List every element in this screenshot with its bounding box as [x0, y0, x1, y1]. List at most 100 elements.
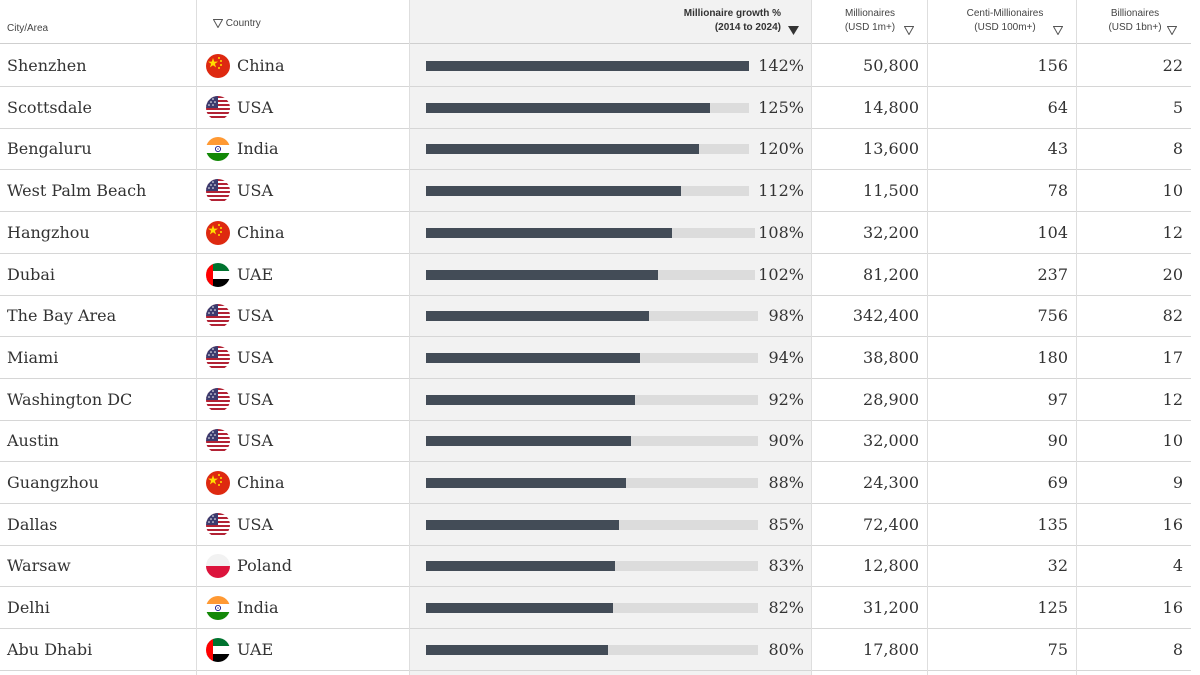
millionaires-value: 12,800	[863, 556, 919, 576]
growth-bar	[426, 394, 635, 405]
city-name: Shenzhen	[7, 56, 87, 75]
centi-millionaires-value: 32	[1047, 556, 1068, 576]
table-row[interactable]: Hangzhou China 108% 32,200 104 12	[0, 212, 1191, 254]
table-row[interactable]: Shenzhen China 142% 50,800 156 22	[0, 45, 1191, 87]
millionaires-value: 11,500	[863, 181, 919, 201]
header-growth[interactable]: Millionaire growth % (2014 to 2024)	[683, 8, 781, 33]
city-name: Dallas	[7, 514, 58, 534]
header-billionaires[interactable]: Billionaires (USD 1bn+)	[1108, 8, 1162, 33]
table-header: City/Area Country Millionaire growth % (…	[0, 0, 1191, 44]
growth-value: 88%	[768, 473, 804, 492]
growth-bar-track	[426, 603, 758, 614]
centi-millionaires-value: 69	[1047, 473, 1068, 492]
growth-bar-track	[426, 436, 758, 447]
centi-millionaires-value: 135	[1037, 514, 1068, 534]
billionaires-value: 8	[1172, 139, 1183, 159]
city-name: Dubai	[7, 264, 56, 284]
table-row[interactable]: Bengaluru India 120% 13,600 43 8	[0, 128, 1191, 171]
table-row[interactable]: Warsaw Poland 83% 12,800 32 4	[0, 545, 1191, 588]
filter-icon[interactable]	[213, 18, 223, 28]
growth-value: 102%	[758, 264, 804, 284]
filter-icon[interactable]	[1053, 26, 1063, 35]
table-row[interactable]: Austin USA 90% 32,000 90 10	[0, 420, 1191, 463]
country-name: China	[237, 473, 285, 492]
table-row[interactable]: Delhi India 82% 31,200 125 16	[0, 587, 1191, 630]
centi-millionaires-value: 97	[1047, 389, 1068, 409]
growth-bar-track	[426, 227, 755, 238]
sort-descending-icon[interactable]	[788, 26, 799, 35]
table-row[interactable]: Washington DC USA 92% 28,900 97 12	[0, 379, 1191, 421]
city-name: Washington DC	[7, 389, 133, 409]
table-row[interactable]: Abu Dhabi UAE 80% 17,800 75 8	[0, 629, 1191, 671]
centi-millionaires-value: 756	[1037, 306, 1068, 326]
growth-value: 108%	[758, 222, 804, 242]
city-name: Guangzhou	[7, 473, 99, 492]
filter-icon[interactable]	[1167, 26, 1177, 35]
millionaires-value: 38,800	[863, 347, 919, 367]
centi-millionaires-value: 125	[1037, 598, 1068, 618]
country-name: UAE	[237, 264, 274, 284]
billionaires-value: 9	[1172, 473, 1183, 492]
billionaires-value: 17	[1162, 347, 1183, 367]
millionaires-value: 28,900	[863, 389, 919, 409]
billionaires-value: 8	[1172, 639, 1183, 659]
usa-flag-icon	[206, 179, 230, 204]
growth-value: 125%	[758, 97, 804, 117]
growth-bar	[426, 61, 749, 71]
usa-flag-icon	[206, 95, 230, 120]
city-name: Scottsdale	[7, 97, 92, 117]
growth-bar	[426, 352, 640, 363]
billionaires-value: 10	[1162, 181, 1183, 201]
filter-icon[interactable]	[904, 26, 914, 35]
uae-flag-icon	[206, 262, 230, 287]
header-country[interactable]: Country	[213, 17, 261, 31]
growth-bar-track	[426, 186, 749, 197]
billionaires-value: 10	[1162, 431, 1183, 451]
city-name: Miami	[7, 347, 59, 367]
city-name: West Palm Beach	[7, 181, 147, 201]
growth-value: 120%	[758, 139, 804, 159]
growth-bar-track	[426, 394, 758, 405]
billionaires-value: 5	[1172, 97, 1183, 117]
india-flag-icon	[206, 137, 230, 162]
growth-bar-track	[426, 269, 755, 280]
billionaires-value: 82	[1162, 306, 1183, 326]
growth-bar	[426, 144, 699, 155]
billionaires-value: 12	[1162, 222, 1183, 242]
table-row[interactable]: Miami USA 94% 38,800 180 17	[0, 337, 1191, 379]
country-name: USA	[237, 97, 273, 117]
city-name: Austin	[7, 431, 59, 451]
centi-millionaires-value: 156	[1037, 56, 1068, 75]
billionaires-value: 4	[1172, 556, 1183, 576]
table-row[interactable]: Dubai UAE 102% 81,200 237 20	[0, 254, 1191, 296]
growth-bar-track	[426, 61, 749, 71]
country-name: China	[237, 56, 285, 75]
millionaires-value: 17,800	[863, 639, 919, 659]
growth-bar-track	[426, 352, 758, 363]
header-city[interactable]: City/Area	[7, 23, 49, 34]
growth-value: 94%	[768, 347, 804, 367]
table-row[interactable]: Dallas USA 85% 72,400 135 16	[0, 504, 1191, 546]
header-centi-millionaires[interactable]: Centi-Millionaires (USD 100m+)	[966, 8, 1044, 33]
uae-flag-icon	[206, 637, 230, 662]
growth-value: 112%	[758, 181, 804, 201]
growth-value: 92%	[768, 389, 804, 409]
table-row[interactable]: Scottsdale USA 125% 14,800 64 5	[0, 87, 1191, 129]
millionaires-value: 342,400	[852, 306, 919, 326]
header-millionaires[interactable]: Millionaires (USD 1m+)	[844, 8, 896, 33]
table-row[interactable]: West Palm Beach USA 112% 11,500 78 10	[0, 170, 1191, 213]
growth-bar-track	[426, 478, 758, 488]
country-name: Poland	[237, 556, 292, 576]
table-row[interactable]: Guangzhou China 88% 24,300 69 9	[0, 462, 1191, 504]
growth-bar	[426, 436, 631, 447]
city-name: The Bay Area	[7, 306, 117, 326]
centi-millionaires-value: 90	[1047, 431, 1068, 451]
millionaires-value: 50,800	[863, 56, 919, 75]
usa-flag-icon	[206, 512, 230, 537]
table-row[interactable]: The Bay Area USA 98% 342,400 756 82	[0, 295, 1191, 338]
city-name: Delhi	[7, 598, 50, 618]
city-name: Hangzhou	[7, 222, 90, 242]
growth-bar	[426, 519, 619, 530]
city-name: Bengaluru	[7, 139, 92, 159]
billionaires-value: 16	[1162, 514, 1183, 534]
